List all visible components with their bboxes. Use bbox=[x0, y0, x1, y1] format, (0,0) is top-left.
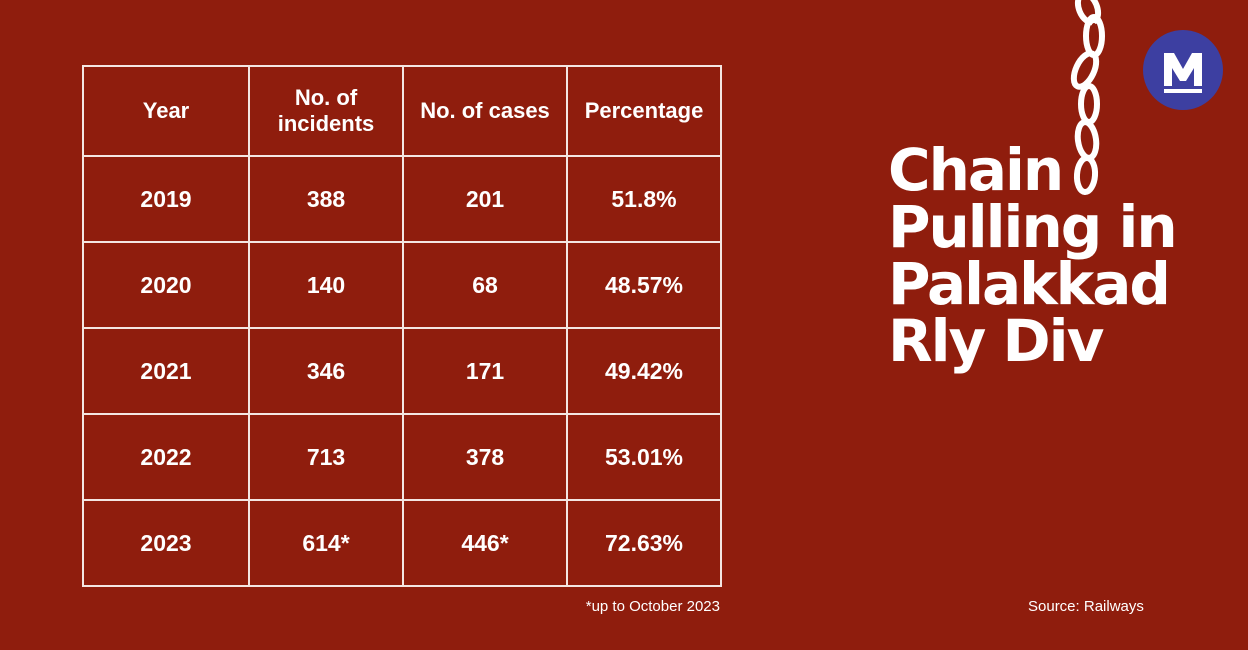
table-row: 2023 614* 446* 72.63% bbox=[82, 499, 722, 587]
source-credit: Source: Railways bbox=[1028, 598, 1144, 615]
title-line-3: Palakkad bbox=[888, 250, 1171, 318]
cell-year: 2019 bbox=[82, 155, 250, 243]
cell-incidents: 388 bbox=[248, 155, 404, 243]
table-row: 2022 713 378 53.01% bbox=[82, 413, 722, 501]
page-title: Chain Pulling in Palakkad Rly Div bbox=[888, 141, 1218, 370]
table-header-row: Year No. of incidents No. of cases Perce… bbox=[82, 65, 722, 157]
cell-incidents: 614* bbox=[248, 499, 404, 587]
cell-cases: 378 bbox=[402, 413, 568, 501]
data-table: Year No. of incidents No. of cases Perce… bbox=[82, 65, 722, 587]
header-incidents-label: No. of incidents bbox=[277, 85, 375, 136]
cell-year: 2020 bbox=[82, 241, 250, 329]
cell-percentage: 53.01% bbox=[566, 413, 722, 501]
cell-cases: 68 bbox=[402, 241, 568, 329]
cell-year: 2022 bbox=[82, 413, 250, 501]
cell-incidents: 713 bbox=[248, 413, 404, 501]
title-line-1: Chain bbox=[888, 136, 1064, 204]
chain-icon bbox=[1070, 0, 1105, 195]
manorama-m-logo-icon bbox=[1143, 30, 1223, 110]
cell-cases: 201 bbox=[402, 155, 568, 243]
footnote: *up to October 2023 bbox=[585, 598, 720, 615]
table-row: 2021 346 171 49.42% bbox=[82, 327, 722, 415]
cell-incidents: 140 bbox=[248, 241, 404, 329]
cell-incidents: 346 bbox=[248, 327, 404, 415]
title-line-4: Rly Div bbox=[888, 307, 1104, 375]
header-year: Year bbox=[82, 65, 250, 157]
title-line-2: Pulling in bbox=[888, 193, 1178, 261]
table-row: 2019 388 201 51.8% bbox=[82, 155, 722, 243]
cell-percentage: 51.8% bbox=[566, 155, 722, 243]
cell-percentage: 48.57% bbox=[566, 241, 722, 329]
cell-percentage: 49.42% bbox=[566, 327, 722, 415]
cell-year: 2021 bbox=[82, 327, 250, 415]
header-cases: No. of cases bbox=[402, 65, 568, 157]
cell-percentage: 72.63% bbox=[566, 499, 722, 587]
cell-year: 2023 bbox=[82, 499, 250, 587]
header-percentage: Percentage bbox=[566, 65, 722, 157]
header-incidents: No. of incidents bbox=[248, 65, 404, 157]
cell-cases: 446* bbox=[402, 499, 568, 587]
table-row: 2020 140 68 48.57% bbox=[82, 241, 722, 329]
cell-cases: 171 bbox=[402, 327, 568, 415]
